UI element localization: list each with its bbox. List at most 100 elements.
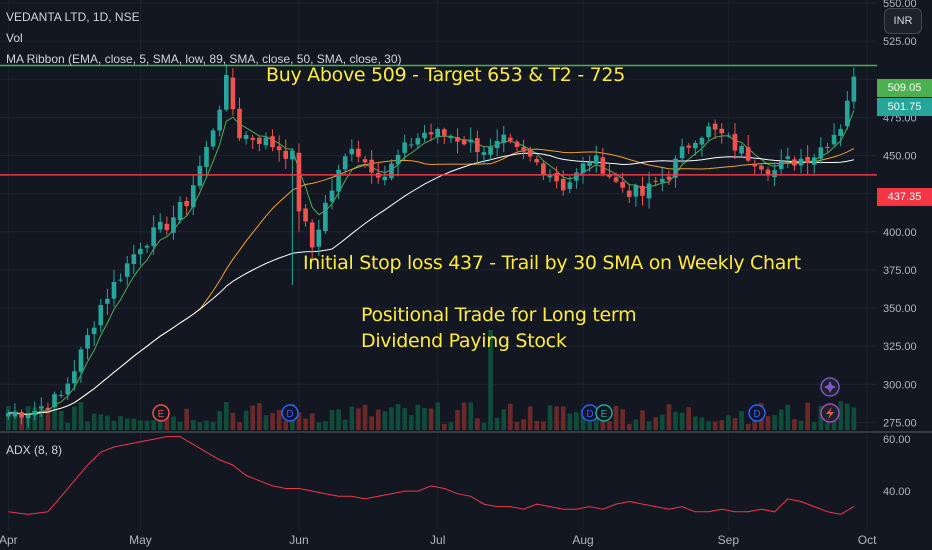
- candle-body: [508, 137, 513, 141]
- volume-bar: [171, 416, 176, 430]
- volume-bars: [5, 330, 857, 430]
- volume-bar: [184, 408, 189, 430]
- candle-body: [818, 147, 824, 159]
- candle-body: [640, 185, 645, 196]
- vol-label: Vol: [6, 31, 23, 45]
- stop-price-tag: 437.35: [877, 188, 932, 206]
- candle-body: [98, 304, 104, 326]
- volume-bar: [818, 405, 824, 430]
- dividend-icon: D: [281, 404, 299, 422]
- volume-bar: [415, 404, 421, 430]
- buy-price-tag: 509.05: [877, 79, 932, 97]
- candlesticks: [5, 64, 857, 428]
- volume-bar: [362, 404, 368, 430]
- candle-body: [448, 136, 454, 139]
- candle-body: [257, 137, 262, 145]
- candle-body: [620, 181, 625, 188]
- candle-body: [475, 138, 480, 152]
- candle-body: [85, 335, 90, 349]
- volume-bar: [250, 405, 256, 430]
- candle-body: [230, 77, 236, 110]
- candle-body: [65, 383, 71, 395]
- price-tick-label: 375.00: [883, 265, 917, 277]
- volume-bar: [825, 422, 830, 430]
- volume-bar: [712, 421, 718, 430]
- candle-body: [223, 74, 229, 110]
- candle-body: [290, 150, 295, 160]
- candle-body: [686, 145, 692, 148]
- candle-body: [541, 163, 546, 175]
- adx-label: ADX (8, 8): [6, 443, 63, 457]
- candle-body: [237, 108, 242, 139]
- candle-body: [204, 146, 209, 167]
- volume-bar: [395, 404, 401, 430]
- candle-body: [25, 414, 31, 419]
- buy-annotation: Buy Above 509 - Target 653 & T2 - 725: [266, 64, 625, 86]
- candle-body: [825, 146, 830, 149]
- marker-circle: [152, 404, 170, 422]
- volume-bar: [475, 418, 480, 430]
- marker-circle: [281, 404, 299, 422]
- volume-bar: [72, 406, 77, 430]
- volume-bar: [772, 415, 777, 430]
- price-tick-label: 450.00: [883, 151, 917, 163]
- candle-body: [342, 156, 348, 170]
- volume-bar: [838, 401, 843, 430]
- candle-body: [712, 123, 718, 130]
- candle-body: [547, 174, 553, 178]
- candle-body: [336, 169, 341, 192]
- volume-bar: [659, 414, 665, 430]
- candle-body: [118, 279, 123, 281]
- candle-body: [765, 169, 771, 175]
- sma30-line: [8, 147, 855, 415]
- candle-body: [501, 134, 507, 144]
- volume-bar: [131, 418, 137, 430]
- candle-body: [831, 134, 837, 145]
- positional-annotation: Positional Trade for Long term: [361, 304, 637, 326]
- month-label: Aug: [572, 533, 593, 547]
- volume-bar: [257, 403, 262, 430]
- candle-body: [778, 161, 784, 170]
- volume-bar: [402, 408, 407, 430]
- candle-body: [296, 152, 302, 212]
- month-label: Sep: [718, 533, 740, 547]
- candle-body: [362, 159, 368, 163]
- volume-bar: [640, 410, 645, 430]
- volume-bar: [508, 403, 513, 430]
- volume-bar: [567, 413, 573, 430]
- candle-body: [844, 100, 850, 127]
- candle-body: [243, 134, 249, 139]
- volume-bar: [177, 421, 183, 430]
- candle-body: [190, 185, 196, 208]
- volume-bar: [613, 406, 619, 430]
- adx-tick-label: 40.00: [883, 486, 911, 498]
- candle-body: [131, 254, 137, 265]
- candle-body: [395, 154, 401, 165]
- volume-bar: [673, 411, 678, 430]
- volume-bar: [626, 423, 632, 430]
- volume-bar: [514, 421, 520, 430]
- currency-button[interactable]: INR: [884, 8, 922, 34]
- volume-bar: [646, 421, 652, 430]
- volume-bar: [323, 421, 328, 430]
- volume-bar: [118, 416, 123, 430]
- volume-bar: [336, 409, 341, 430]
- candle-body: [5, 413, 11, 417]
- volume-bar: [342, 419, 348, 430]
- candle-body: [78, 349, 84, 372]
- volume-bar: [679, 412, 685, 430]
- candle-body: [250, 137, 256, 140]
- candle-body: [792, 159, 797, 166]
- volume-bar: [521, 419, 526, 430]
- candle-body: [726, 135, 731, 137]
- volume-bar: [851, 407, 857, 430]
- marker-circle: [748, 404, 766, 422]
- candle-body: [111, 282, 117, 299]
- volume-bar: [831, 414, 837, 430]
- month-label: Oct: [858, 533, 877, 547]
- volume-bar: [600, 420, 606, 430]
- candle-body: [481, 152, 487, 155]
- volume-bar: [607, 421, 612, 430]
- candle-body: [659, 178, 665, 183]
